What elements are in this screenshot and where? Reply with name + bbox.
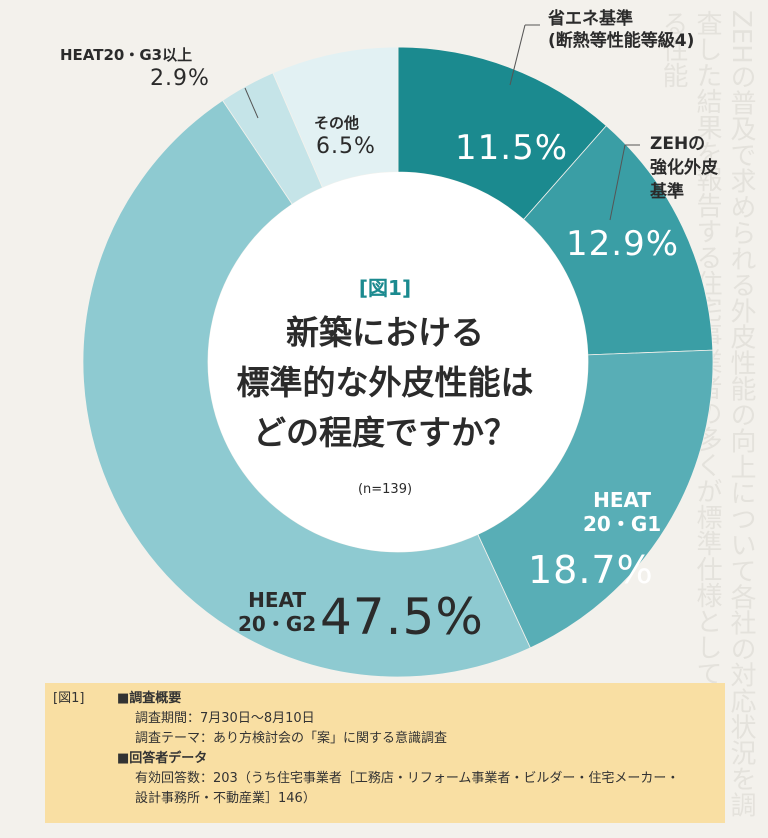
leader-line-shoene: [509, 24, 526, 86]
value-g2: 47.5%: [320, 588, 484, 646]
label-zeh: ZEHの 強化外皮 基準: [650, 132, 718, 204]
survey-fig-label: [図1]: [53, 691, 85, 706]
label-shoene-line1: 省エネ基準: [548, 9, 633, 29]
label-zeh-line3: 基準: [650, 182, 684, 202]
center-title: 新築における 標準的な外皮性能は どの程度ですか？: [190, 308, 580, 458]
survey-period: 調査期間：7月30日〜8月10日: [135, 711, 315, 726]
value-zeh: 12.9%: [566, 224, 680, 264]
label-zeh-line2: 強化外皮: [650, 158, 718, 178]
label-g2-line1: HEAT: [248, 588, 307, 612]
survey-responses-line2: 設計事務所・不動産業］146）: [135, 791, 316, 806]
value-other: 6.5%: [316, 134, 376, 159]
value-shoene: 11.5%: [455, 128, 569, 168]
label-g1: HEAT 20・G1: [583, 488, 661, 536]
donut-hole: [208, 172, 588, 552]
label-g1-line2: 20・G1: [583, 512, 662, 536]
label-g2-line2: 20・G2: [238, 612, 317, 636]
center-fig-label: [図1]: [358, 276, 412, 300]
value-g1: 18.7%: [528, 548, 654, 592]
value-g3: 2.9%: [150, 66, 210, 91]
label-other: その他: [314, 114, 360, 132]
survey-heading-respondents: ■回答者データ: [117, 751, 208, 766]
leader-line-zeh: [609, 144, 626, 221]
label-shoene-line2: (断熱等性能等級4): [548, 31, 695, 51]
survey-info-box: [図1] ■調査概要 調査期間：7月30日〜8月10日 調査テーマ：あり方検討会…: [45, 683, 725, 823]
survey-theme: 調査テーマ：あり方検討会の「案」に関する意識調査: [135, 731, 448, 746]
center-n: (n=139): [357, 482, 413, 497]
leader-line-g3: [244, 87, 259, 119]
label-zeh-line1: ZEHの: [650, 134, 706, 154]
center-title-line3: どの程度ですか？: [253, 413, 517, 452]
center-title-line1: 新築における: [286, 313, 484, 352]
survey-heading-overview: ■調査概要: [117, 691, 182, 706]
label-g3: HEAT20・G3以上: [60, 46, 193, 64]
survey-responses-line1: 有効回答数：203（うち住宅事業者［工務店・リフォーム事業者・ビルダー・住宅メー…: [135, 771, 680, 786]
center-title-line2: 標準的な外皮性能は: [236, 363, 534, 402]
label-g2: HEAT 20・G2: [238, 588, 316, 636]
label-g1-line1: HEAT: [593, 488, 652, 512]
label-shoene: 省エネ基準 (断熱等性能等級4): [548, 8, 694, 52]
